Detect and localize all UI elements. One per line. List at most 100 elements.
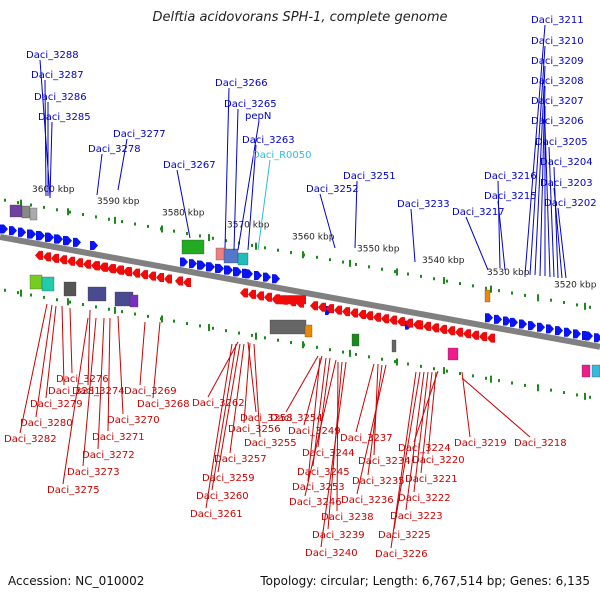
reverse-gene-arrow [487,333,495,343]
lower-tick-mark [199,324,201,328]
upper-tick-mark [511,291,513,295]
reverse-gene-arrow [140,270,148,280]
lower-tick-mark [368,355,370,359]
forward-gene-label: Daci_3285 [38,112,91,123]
reverse-gene-arrow [471,330,479,340]
reverse-gene-label: Daci_3280 [20,418,73,429]
forward-gene-arrow [37,231,45,241]
upper-tick-mark [251,243,253,247]
forward-gene-arrow [233,267,241,277]
upper-tick-mark [446,279,448,283]
lower-tick-mark [212,326,214,330]
forward-gene-label: Daci_3265 [224,99,277,110]
reverse-gene-arrow [248,289,256,299]
reverse-gene-arrow [272,295,306,305]
upper-tick-mark [329,258,331,262]
upper-tick-mark [472,284,474,288]
lower-tick-mark [17,291,19,295]
cog-feature-box [129,294,139,308]
upper-tick-mark [589,305,591,309]
forward-gene-label: Daci_3252 [306,184,359,195]
upper-tick-mark [420,274,422,278]
forward-gene-leader [553,166,559,279]
forward-gene-leader [49,121,53,199]
reverse-gene-leader [336,361,339,512]
reverse-gene-label: Daci_3256 [228,424,281,435]
forward-gene-label: Daci_3278 [88,144,141,155]
forward-gene-arrow [573,329,581,339]
upper-major-tick [302,251,304,259]
cog-feature-box [29,207,38,221]
forward-gene-leader [247,144,257,251]
reverse-gene-label: Daci_3261 [190,509,243,520]
cog-feature-box [391,339,397,353]
reverse-gene-label: Daci_3269 [124,386,177,397]
lower-tick-mark [563,391,565,395]
reverse-gene-leader [312,357,327,467]
reverse-gene-leader [69,307,73,374]
upper-tick-mark [43,205,45,209]
cog-feature-box [237,252,249,266]
forward-gene-arrow [64,236,72,246]
reverse-gene-arrow [447,326,455,336]
reverse-gene-arrow [334,305,342,315]
forward-gene-arrow [494,314,502,324]
lower-tick-mark [472,374,474,378]
reverse-gene-label: Daci_3237 [340,433,393,444]
forward-gene-label: Daci_3277 [113,129,166,140]
upper-tick-mark [550,298,552,302]
upper-tick-mark [433,277,435,281]
reverse-gene-arrow [51,253,59,263]
forward-gene-label: pepN [245,111,271,122]
forward-gene-label: Daci_3202 [544,198,597,209]
upper-tick-mark [342,260,344,264]
scale-tick-label: 3540 kbp [422,256,465,266]
upper-tick-mark [173,229,175,233]
reverse-gene-leader [413,370,439,443]
forward-gene-arrow [564,327,572,337]
lower-tick-mark [108,307,110,311]
lower-tick-mark [550,388,552,392]
lower-major-tick [302,341,304,349]
lower-major-tick [161,315,163,323]
upper-major-tick [161,225,163,233]
reverse-gene-arrow [381,314,389,324]
upper-major-tick [396,268,398,276]
forward-gene-arrow [73,237,81,247]
lower-tick-mark [524,383,526,387]
lower-tick-mark [225,329,227,333]
forward-gene-arrow [224,265,232,275]
reverse-gene-label: Daci_3282 [4,434,57,445]
forward-gene-leader [319,193,336,249]
reverse-gene-label: Daci_3276 [56,374,109,385]
upper-tick-mark [355,262,357,266]
reverse-gene-arrow [83,259,91,269]
upper-tick-mark [95,215,97,219]
reverse-gene-arrow [264,292,272,302]
reverse-gene-label: Daci_3272 [82,450,135,461]
reverse-gene-label: Daci_3226 [375,549,428,560]
reverse-gene-label: Daci_3260 [196,491,249,502]
lower-tick-mark [420,364,422,368]
lower-tick-mark [56,298,58,302]
forward-gene-leader [237,120,260,251]
upper-tick-mark [108,217,110,221]
forward-gene-label: Daci_3203 [540,178,593,189]
upper-tick-mark [4,198,6,202]
forward-gene-label: Daci_3210 [531,36,584,47]
reverse-gene-label: Daci_3222 [398,493,451,504]
reverse-gene-arrow [405,318,413,328]
rna-gene-leader [257,159,271,251]
cog-feature-box [41,276,55,292]
forward-gene-arrow [254,270,262,280]
reverse-gene-leader [205,343,233,509]
accession-text: Accession: NC_010002 [8,574,145,588]
upper-tick-mark [56,208,58,212]
forward-gene-arrow [46,232,54,242]
reverse-gene-label: Daci_3220 [412,455,465,466]
upper-tick-mark [290,251,292,255]
forward-gene-arrow [197,260,205,270]
reverse-gene-leader [243,342,251,424]
reverse-gene-leader [19,303,48,434]
reverse-gene-label: Daci_3271 [92,432,145,443]
